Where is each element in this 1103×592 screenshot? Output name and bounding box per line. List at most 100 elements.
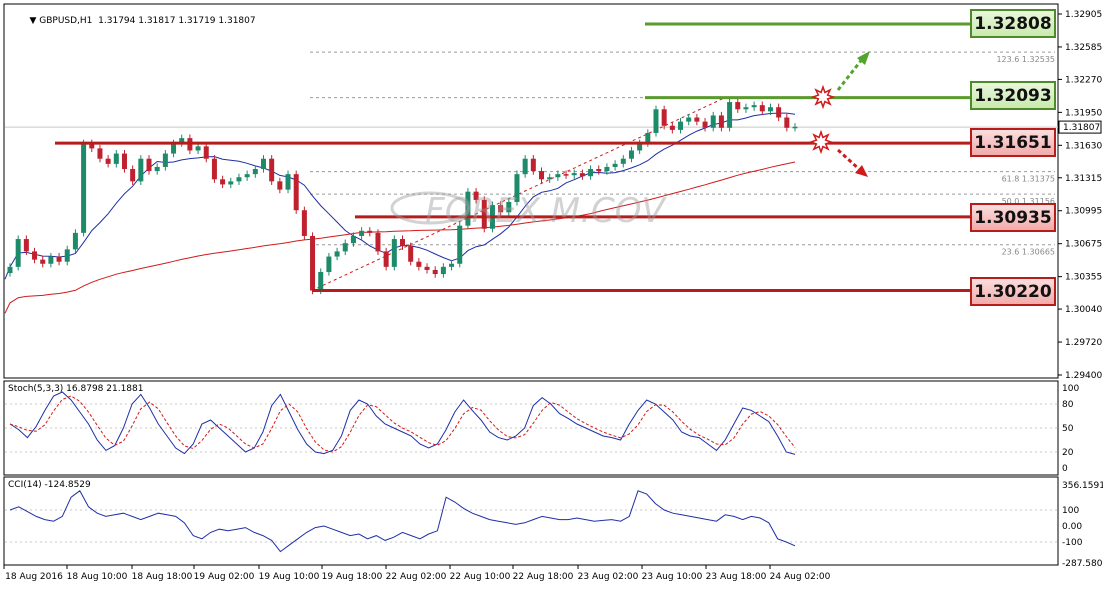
candle-body [645,132,651,144]
candle-body [334,251,340,257]
scale-label: 1.32905 [1065,10,1102,20]
candle-body [383,251,389,267]
candle-body [473,191,479,200]
candle-body [154,166,160,172]
scale-label: 1.31630 [1065,141,1102,151]
symbol-label: GBPUSD,H1 [39,16,93,26]
candle-body [400,239,405,247]
candle-body [539,171,545,180]
candle-body [260,158,266,170]
x-axis-label: 22 Aug 10:00 [450,572,511,582]
candle-body [579,173,585,177]
candle-body [130,169,136,182]
candle-body [318,272,324,291]
cci-line [9,490,796,553]
up-arrowhead [857,51,870,65]
candle-body [121,153,127,170]
x-axis-label: 23 Aug 02:00 [578,572,639,582]
candle-body [522,158,528,175]
x-axis-label: 22 Aug 18:00 [513,572,574,582]
candle-body [293,174,299,211]
candle-body [211,158,217,180]
fibo-label: 123.6 1.32535 [996,55,1055,64]
candle-body [661,109,667,126]
down-arrow [836,148,862,172]
candle-body [301,210,307,236]
candle-body [244,174,250,178]
watermark-swoosh [390,191,470,225]
candle-body [604,166,610,172]
candle-body [285,174,291,190]
level-box-2: 1.32093 [970,81,1056,110]
x-axis-label: 18 Aug 10:00 [67,572,128,582]
cci-label: CCI(14) -124.8529 [8,480,91,490]
candle-body [269,158,275,182]
scale-label: 1.29720 [1065,338,1102,348]
candle-body [718,115,724,128]
candle-body [56,256,62,262]
candle-body [105,158,111,164]
candle-body [457,225,463,264]
candle-body [179,138,185,144]
candle-body [416,261,422,267]
current-price-label: 1.31807 [1063,123,1100,133]
candle-body [588,169,594,177]
candle-body [252,169,258,175]
candle-body [32,251,38,260]
candle-body [138,158,144,182]
level-value: 1.32093 [974,86,1052,106]
ohlc-values: 1.31794 1.31817 1.31719 1.31807 [98,16,256,26]
candle-body [40,259,46,264]
level-value: 1.31651 [974,133,1052,153]
candle-body [440,266,446,275]
candle-body [637,143,643,151]
candle-body [220,179,226,185]
candle-body [113,153,119,164]
cci-scale-label: -100 [1062,538,1083,548]
cci-scale-label: 356.1591 [1062,481,1103,491]
candle-body [596,169,602,172]
candle-body [653,109,659,133]
candle-body [162,153,168,167]
candle-body [23,239,29,252]
level-box-1: 1.32808 [970,9,1056,38]
down-arrowhead [855,165,868,177]
level-box-4: 1.30935 [970,203,1056,232]
cci-panel-frame [3,476,1059,566]
scale-label: 1.30675 [1065,240,1102,250]
candle-body [7,266,13,274]
candle-body [620,158,626,164]
candle-body [702,121,708,128]
stoch-scale-label: 80 [1062,400,1074,410]
candle-body [48,256,54,264]
candle-body [359,230,365,236]
candle-body [694,117,700,122]
scale-label: 1.30355 [1065,273,1102,283]
fibo-label: 23.6 1.30665 [1002,248,1055,257]
candle-body [727,102,733,128]
scale-label: 1.30040 [1065,305,1102,315]
candle-body [408,246,414,262]
candle-body [228,181,234,185]
x-axis-label: 19 Aug 02:00 [194,572,255,582]
watermark: FOREX.M.COV [425,191,667,231]
cci-scale-label: 0.00 [1062,522,1082,532]
ma-fast-line [4,112,796,280]
level-value: 1.30935 [974,208,1052,228]
scale-label: 1.30995 [1065,207,1102,217]
candle-body [514,174,520,202]
candle-body [236,177,242,182]
stoch-scale-label: 50 [1062,424,1074,434]
candle-body [678,121,684,130]
candle-body [686,117,692,122]
candle-body [506,201,512,213]
ma-slow-line [4,161,796,314]
chevron-down-icon[interactable]: ▼ [29,16,40,26]
candle-body [277,181,283,190]
candle-body [89,143,95,149]
candle-body [465,191,471,226]
candle-body [203,146,209,159]
scale-label: 1.32270 [1065,75,1102,85]
